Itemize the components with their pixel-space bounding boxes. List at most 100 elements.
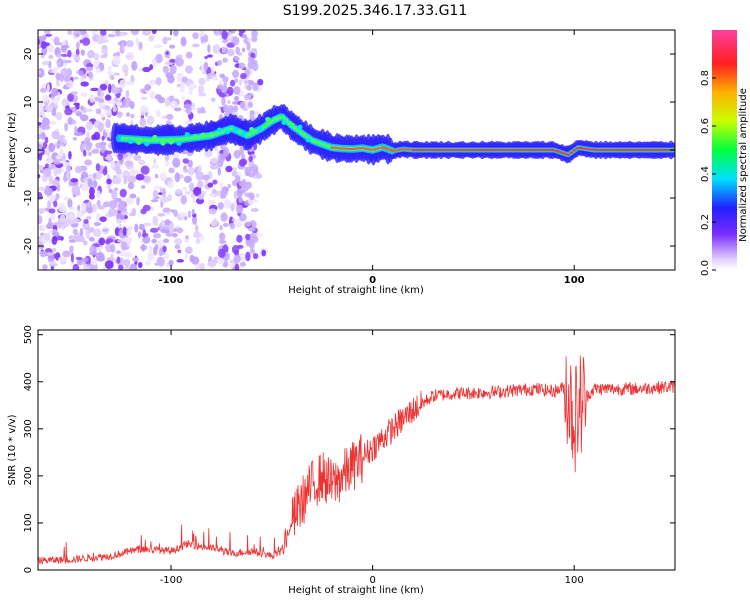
noise-blob [234,175,241,183]
ridge-core [336,147,341,150]
noise-blob [124,160,133,167]
ridge-dot [136,140,142,145]
ridge-core [641,148,646,152]
ridge-core [360,146,365,150]
noise-blob [165,51,169,55]
ridge-core [457,148,462,152]
noise-blob [150,199,159,203]
ridge-core [366,148,371,151]
noise-blob [238,31,243,37]
noise-blob [121,211,129,216]
ridge-core [611,148,616,152]
noise-blob [140,208,147,215]
noise-blob [217,153,226,163]
noise-blob [147,252,155,261]
noise-blob [249,110,255,115]
noise-blob [236,234,243,243]
noise-blob [62,138,67,144]
noise-blob [125,196,134,205]
noise-blob [95,108,102,115]
noise-blob [187,210,191,219]
ridge-core [584,147,589,150]
noise-blob [223,81,228,87]
noise-blob [220,189,228,197]
noise-blob [119,188,127,198]
noise-blob [111,75,115,81]
noise-blob [180,194,187,205]
ridge-core [638,148,643,152]
noise-blob [204,55,208,60]
ridge-core [351,147,356,151]
noise-blob [105,238,114,243]
noise-blob [140,165,150,175]
noise-blob [79,114,89,122]
noise-blob [131,60,138,71]
ridge-core [372,148,377,151]
noise-blob [38,241,44,250]
noise-blob [232,69,240,79]
y-tick-label: 500 [23,325,34,344]
noise-blob [55,79,60,87]
noise-blob [176,258,184,263]
noise-blob [53,200,58,208]
noise-blob [45,30,51,34]
noise-blob [222,104,229,113]
noise-blob [199,30,205,38]
noise-blob [193,186,202,197]
noise-blob [93,53,100,61]
noise-blob [154,262,159,266]
noise-blob [68,235,76,241]
noise-blob [104,94,112,101]
noise-blob [53,157,62,165]
noise-blob [38,68,45,78]
noise-blob [159,187,164,193]
ridge-core [575,147,580,150]
noise-blob [234,95,240,102]
noise-blob [210,220,216,227]
noise-blob [123,251,133,258]
ridge-core [557,150,562,153]
ridge-core [414,148,419,152]
noise-blob [67,49,72,58]
noise-blob [97,255,105,262]
noise-blob [141,243,146,252]
x-tick-label: -100 [160,575,183,586]
ridge-dot [241,131,247,137]
noise-blob [79,227,84,238]
noise-blob [169,64,177,75]
noise-blob [93,131,101,141]
ridge-dot [273,116,279,122]
noise-blob [137,261,143,269]
noise-blob [108,207,117,217]
noise-blob [115,101,123,107]
noise-blob [175,57,184,67]
noise-blob [164,219,171,226]
noise-blob [172,233,178,238]
noise-blob [227,99,231,104]
noise-blob [97,122,104,133]
noise-blob [45,104,54,113]
noise-blob [129,168,139,176]
noise-blob [88,186,95,196]
noise-blob [221,30,228,40]
ridge-core [405,148,410,151]
noise-blob [96,199,101,207]
ridge-core [333,146,338,149]
noise-blob [91,148,99,154]
noise-blob [222,262,228,268]
ridge-core [487,148,492,152]
noise-blob [83,264,88,270]
ridge-core [659,148,664,152]
noise-blob [59,62,64,67]
noise-blob [71,185,81,195]
ridge-core [665,148,670,152]
noise-blob [88,142,93,147]
noise-blob [152,189,159,199]
noise-blob [207,199,217,206]
ridge-core [445,148,450,152]
noise-blob [239,101,246,109]
ridge-core [463,148,468,152]
noise-blob [116,218,122,224]
noise-blob [55,111,63,121]
noise-blob [185,65,193,74]
